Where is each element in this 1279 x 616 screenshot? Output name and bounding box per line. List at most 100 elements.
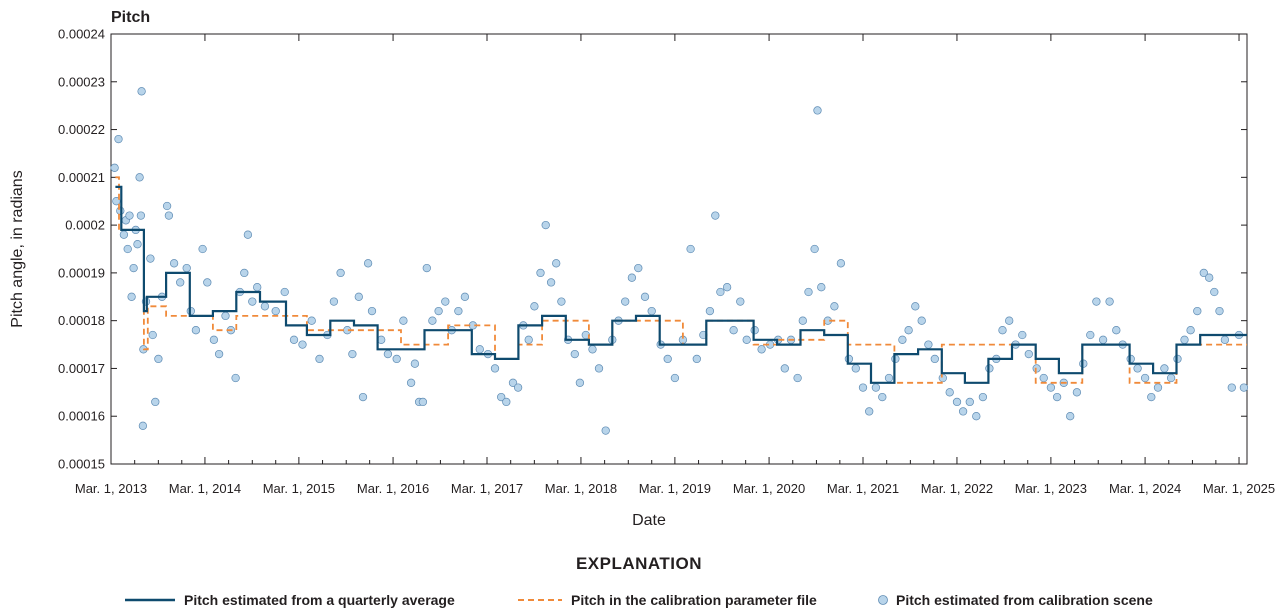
scatter-point: [1166, 373, 1176, 383]
scatter-point: [191, 326, 201, 335]
scatter-point: [1215, 306, 1224, 316]
scatter-point: [298, 340, 307, 349]
scatter-point: [260, 302, 270, 311]
scatter-point: [958, 407, 968, 416]
scatter-point: [1180, 335, 1189, 344]
scatter-point: [248, 297, 257, 306]
scatter-point: [169, 259, 179, 268]
scatter-point: [705, 306, 715, 316]
scatter-point: [965, 397, 974, 407]
scatter-point: [1199, 268, 1208, 278]
scatter-point: [162, 201, 172, 211]
scatter-point: [1133, 364, 1142, 373]
scatter-point: [1147, 392, 1156, 402]
scatter-point: [1032, 364, 1041, 373]
scatter-point: [133, 240, 142, 249]
scatter-point: [434, 306, 443, 316]
scatter-point: [663, 354, 672, 364]
scatter-point: [221, 311, 230, 321]
scatter-point: [329, 297, 339, 306]
quarterly-average-series: [115, 185, 1247, 384]
scatter-point: [546, 278, 556, 287]
scatter-point: [1046, 383, 1056, 392]
scatter-point: [647, 306, 656, 316]
scatter-point: [243, 230, 253, 239]
scatter-point: [114, 134, 123, 144]
scatter-point: [1066, 412, 1075, 421]
scatter-point: [198, 244, 207, 254]
scatter-point: [851, 364, 860, 373]
scatter-point: [129, 263, 138, 273]
legend-label-calibration-scene: Pitch estimated from calibration scene: [896, 592, 1153, 608]
x-tick-label: Mar. 1, 2021: [827, 481, 899, 496]
y-tick-label: 0.00017: [58, 361, 105, 376]
plot-area: [110, 33, 1248, 465]
scatter-point: [1072, 388, 1082, 397]
scatter-point: [475, 345, 484, 354]
scatter-point: [729, 326, 738, 335]
scatter-point: [127, 292, 136, 301]
legend-swatch-calibration-scene: [878, 595, 888, 605]
legend-item-calibration-file: Pitch in the calibration parameter file: [518, 592, 817, 608]
scatter-point: [1239, 383, 1249, 392]
scatter-point: [136, 211, 146, 220]
scatter-point: [280, 287, 289, 297]
chart-title: Pitch: [111, 9, 150, 26]
scatter-point: [601, 426, 610, 435]
scatter-point: [722, 283, 732, 292]
y-tick-label: 0.0002: [65, 218, 105, 233]
scatter-point: [884, 373, 894, 383]
scatter-point: [742, 335, 751, 344]
scatter-point: [1227, 383, 1236, 392]
scatter-point: [422, 263, 431, 273]
scatter-point: [830, 302, 839, 311]
legend-label-quarterly-average: Pitch estimated from a quarterly average: [184, 592, 455, 608]
scatter-point: [1160, 364, 1169, 373]
legend-item-calibration-scene: Pitch estimated from calibration scene: [878, 592, 1153, 608]
scatter-point: [125, 211, 134, 220]
scatter-point: [692, 354, 701, 364]
scatter-point: [716, 287, 725, 297]
scatter-point: [1220, 335, 1230, 344]
scatter-point: [1086, 330, 1095, 340]
scatter-point: [231, 373, 240, 383]
scatter-point: [271, 306, 280, 316]
x-tick-label: Mar. 1, 2019: [639, 481, 711, 496]
x-tick-label: Mar. 1, 2015: [263, 481, 335, 496]
y-tick-label: 0.00015: [58, 457, 105, 472]
scatter-point: [363, 259, 373, 268]
scatter-point: [858, 383, 868, 392]
scatter-point: [793, 373, 802, 383]
scatter-point: [594, 364, 604, 373]
scatter-point: [836, 259, 846, 268]
scatter-point: [634, 263, 643, 273]
x-tick-label: Mar. 1, 2018: [545, 481, 617, 496]
legend-title: EXPLANATION: [576, 554, 702, 573]
scatter-point: [307, 316, 316, 325]
scatter-point: [502, 397, 511, 407]
scatter-point: [557, 297, 566, 306]
scatter-point: [570, 349, 579, 359]
scatter-point: [460, 292, 470, 301]
scatter-point: [1092, 297, 1101, 306]
scatter-point: [998, 326, 1007, 335]
scatter-point: [441, 297, 450, 306]
scatter-point: [1052, 392, 1062, 402]
scatter-point: [804, 287, 813, 297]
scatter-point: [454, 306, 463, 316]
scatter-point: [119, 230, 129, 239]
scatter-point: [383, 349, 393, 359]
quarterly-average-line: [115, 185, 1247, 384]
scatter-point: [358, 392, 368, 402]
y-axis-title: Pitch angle, in radians: [9, 170, 26, 327]
scatter-point: [813, 106, 822, 115]
scatter-point: [348, 349, 357, 359]
scatter-point: [137, 87, 146, 96]
scatter-point: [952, 397, 962, 407]
scatter-series: [110, 87, 1249, 435]
scatter-point: [1186, 326, 1195, 335]
x-axis-title: Date: [632, 512, 666, 529]
scatter-point: [530, 302, 539, 311]
scatter-point: [552, 259, 561, 268]
